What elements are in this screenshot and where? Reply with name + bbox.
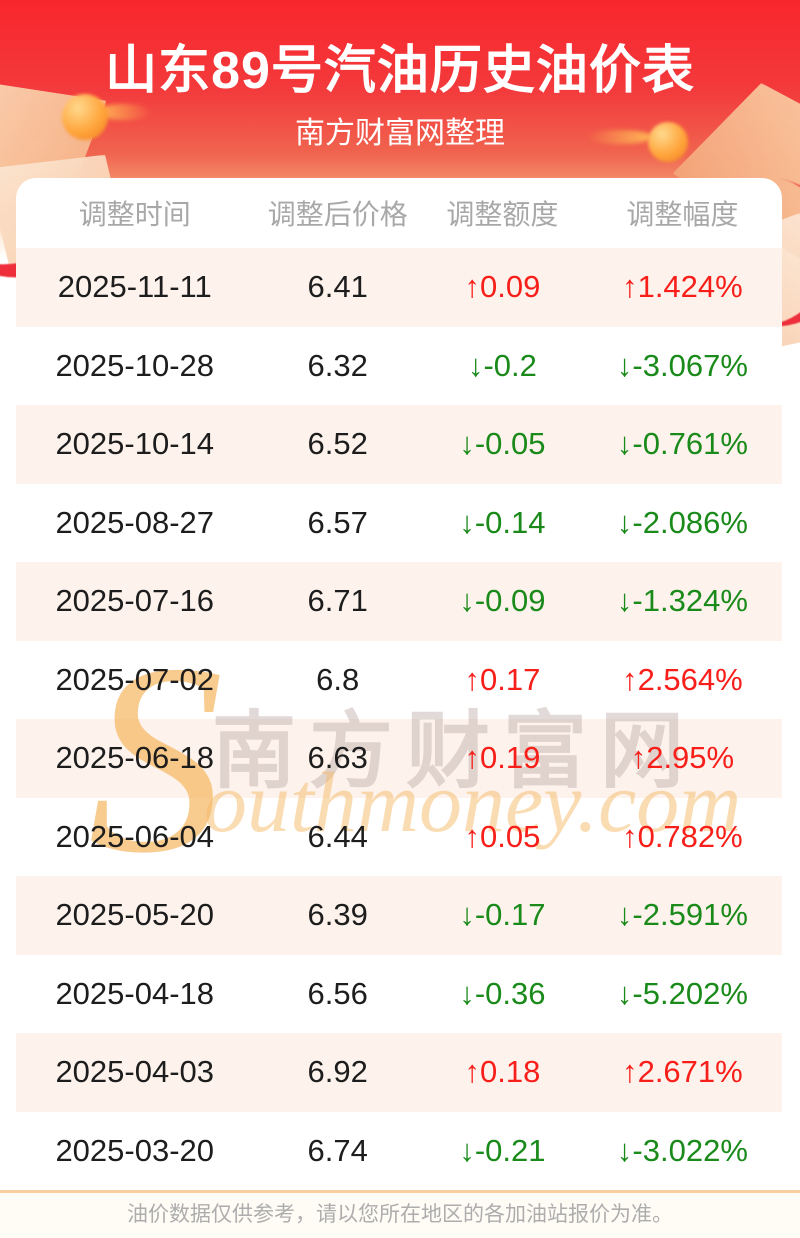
- row-price: 6.57: [307, 504, 368, 540]
- row-change: ↓-0.2: [467, 347, 537, 383]
- table-row: 2025-10-28 6.32 ↓-0.2 ↓-3.067%: [16, 327, 782, 406]
- column-header-percent: 调整幅度: [626, 199, 739, 230]
- row-date: 2025-10-14: [55, 426, 215, 462]
- row-price: 6.8: [316, 661, 360, 697]
- column-header-change: 调整额度: [446, 199, 559, 230]
- price-table-card: 调整时间 调整后价格 调整额度 调整幅度 2025-11-11 6.41 ↑0.…: [16, 178, 782, 1190]
- row-price: 6.92: [307, 1054, 368, 1090]
- row-change: ↑0.05: [464, 818, 541, 854]
- page-title: 山东89号汽油历史油价表: [105, 42, 695, 100]
- table-row: 2025-05-20 6.39 ↓-0.17 ↓-2.591%: [16, 876, 782, 955]
- table-row: 2025-03-20 6.74 ↓-0.21 ↓-3.022%: [16, 1112, 782, 1191]
- row-date: 2025-08-27: [55, 504, 215, 540]
- row-change: ↓-0.14: [459, 504, 546, 540]
- table-header-row: 调整时间 调整后价格 调整额度 调整幅度: [16, 178, 782, 248]
- row-percent: ↑1.424%: [622, 269, 743, 305]
- row-date: 2025-06-18: [55, 740, 215, 776]
- row-change: ↓-0.09: [459, 583, 546, 619]
- row-change: ↓-0.36: [459, 975, 546, 1011]
- row-date: 2025-10-28: [55, 347, 215, 383]
- row-price: 6.39: [307, 897, 368, 933]
- row-price: 6.32: [307, 347, 368, 383]
- row-percent: ↑2.95%: [630, 740, 735, 776]
- row-price: 6.74: [307, 1132, 368, 1168]
- row-percent: ↓-5.202%: [616, 975, 748, 1011]
- row-change: ↓-0.05: [459, 426, 546, 462]
- table-row: 2025-11-11 6.41 ↑0.09 ↑1.424%: [16, 248, 782, 327]
- row-date: 2025-04-03: [55, 1054, 215, 1090]
- table-row: 2025-04-03 6.92 ↑0.18 ↑2.671%: [16, 1033, 782, 1112]
- row-date: 2025-11-11: [57, 269, 212, 305]
- page-subtitle: 南方财富网整理: [295, 117, 505, 150]
- row-price: 6.56: [307, 975, 368, 1011]
- row-percent: ↑2.671%: [622, 1054, 743, 1090]
- row-price: 6.71: [307, 583, 368, 619]
- table-row: 2025-06-18 6.63 ↑0.19 ↑2.95%: [16, 719, 782, 798]
- row-percent: ↓-3.022%: [616, 1132, 748, 1168]
- table-row: 2025-07-02 6.8 ↑0.17 ↑2.564%: [16, 641, 782, 720]
- row-date: 2025-07-16: [55, 583, 215, 619]
- row-percent: ↓-2.086%: [616, 504, 748, 540]
- row-price: 6.44: [307, 818, 368, 854]
- row-date: 2025-05-20: [55, 897, 215, 933]
- row-price: 6.52: [307, 426, 368, 462]
- row-change: ↑0.17: [464, 661, 541, 697]
- row-change: ↑0.09: [464, 269, 541, 305]
- footer-disclaimer: 油价数据仅供参考，请以您所在地区的各加油站报价为准。: [127, 1203, 673, 1226]
- row-change: ↑0.19: [464, 740, 541, 776]
- table-row: 2025-07-16 6.71 ↓-0.09 ↓-1.324%: [16, 562, 782, 641]
- row-date: 2025-03-20: [55, 1132, 215, 1168]
- table-body: 2025-11-11 6.41 ↑0.09 ↑1.424% 2025-10-28…: [16, 248, 782, 1190]
- row-date: 2025-06-04: [55, 818, 215, 854]
- row-percent: ↓-2.591%: [616, 897, 748, 933]
- row-percent: ↑2.564%: [622, 661, 743, 697]
- row-change: ↓-0.17: [459, 897, 546, 933]
- table-row: 2025-04-18 6.56 ↓-0.36 ↓-5.202%: [16, 955, 782, 1034]
- row-percent: ↓-3.067%: [616, 347, 748, 383]
- row-percent: ↑0.782%: [622, 818, 743, 854]
- row-date: 2025-07-02: [55, 661, 215, 697]
- row-price: 6.41: [307, 269, 368, 305]
- table-row: 2025-10-14 6.52 ↓-0.05 ↓-0.761%: [16, 405, 782, 484]
- row-change: ↓-0.21: [459, 1132, 546, 1168]
- row-percent: ↓-1.324%: [616, 583, 748, 619]
- row-change: ↑0.18: [464, 1054, 541, 1090]
- column-header-date: 调整时间: [78, 199, 191, 230]
- row-percent: ↓-0.761%: [616, 426, 748, 462]
- table-row: 2025-08-27 6.57 ↓-0.14 ↓-2.086%: [16, 484, 782, 563]
- table-row: 2025-06-04 6.44 ↑0.05 ↑0.782%: [16, 798, 782, 877]
- row-date: 2025-04-18: [55, 975, 215, 1011]
- row-price: 6.63: [307, 740, 368, 776]
- footer: 油价数据仅供参考，请以您所在地区的各加油站报价为准。: [0, 1190, 800, 1238]
- column-header-price: 调整后价格: [267, 199, 408, 230]
